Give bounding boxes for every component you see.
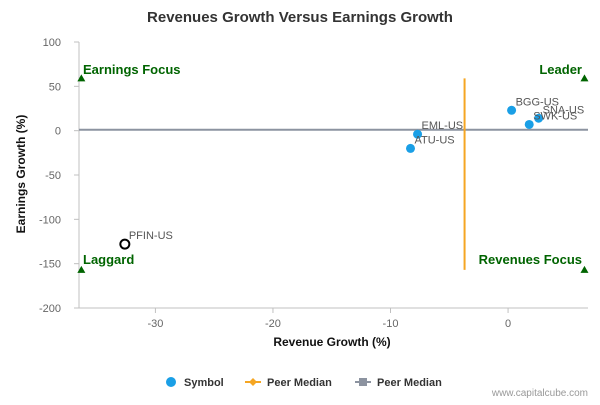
quadrant-label-top-right: Leader bbox=[539, 62, 582, 77]
watermark: www.capitalcube.com bbox=[491, 388, 588, 399]
data-label-atu-us: ATU-US bbox=[414, 134, 454, 146]
x-tick-label: -30 bbox=[147, 318, 163, 330]
y-tick-label: -150 bbox=[39, 259, 61, 271]
quadrant-label-top-left: Earnings Focus bbox=[83, 62, 181, 77]
quadrant-corner-marker bbox=[580, 74, 589, 82]
data-point-pfin-us bbox=[119, 238, 131, 250]
y-axis-label: Earnings Growth (%) bbox=[14, 115, 28, 234]
data-label-swk-us: SWK-US bbox=[533, 110, 577, 122]
quadrant-label-bottom-right: Revenues Focus bbox=[479, 252, 582, 267]
chart-title: Revenues Growth Versus Earnings Growth bbox=[147, 9, 453, 26]
data-label-sna-us: SNA-US bbox=[543, 104, 585, 116]
legend-item-label: Symbol bbox=[184, 377, 224, 389]
data-point-swk-us bbox=[524, 119, 534, 129]
legend-peer-median-marker bbox=[249, 378, 257, 386]
quadrant-corner-marker bbox=[77, 74, 86, 82]
legend-item-label: Peer Median bbox=[377, 377, 442, 389]
quadrant-corner-marker bbox=[77, 265, 86, 273]
data-label-pfin-us: PFIN-US bbox=[129, 230, 173, 242]
y-tick-label: -200 bbox=[39, 303, 61, 315]
y-tick-label: -50 bbox=[45, 170, 61, 182]
x-axis-label: Revenue Growth (%) bbox=[273, 335, 390, 349]
y-tick-label: -100 bbox=[39, 214, 61, 226]
legend-item-label: Peer Median bbox=[267, 377, 332, 389]
legend: Symbol Peer Median Peer Median bbox=[166, 377, 442, 389]
data-point-eml-us bbox=[413, 129, 423, 139]
y-tick-label: 0 bbox=[55, 126, 61, 138]
data-label-eml-us: EML-US bbox=[422, 120, 464, 132]
y-tick-label: 100 bbox=[43, 37, 61, 49]
legend-peer-median-marker bbox=[359, 378, 367, 386]
x-tick-label: -10 bbox=[383, 318, 399, 330]
legend-symbol-marker bbox=[166, 377, 176, 387]
x-tick-label: 0 bbox=[505, 318, 511, 330]
data-point-atu-us bbox=[405, 143, 415, 153]
x-tick-label: -20 bbox=[265, 318, 281, 330]
data-point-bgg-us bbox=[507, 105, 517, 115]
data-point-sna-us bbox=[534, 113, 544, 123]
y-tick-label: 50 bbox=[49, 81, 61, 93]
quadrant-label-bottom-left: Laggard bbox=[83, 252, 134, 267]
quadrant-corner-marker bbox=[580, 265, 589, 273]
data-label-bgg-us: BGG-US bbox=[516, 96, 559, 108]
